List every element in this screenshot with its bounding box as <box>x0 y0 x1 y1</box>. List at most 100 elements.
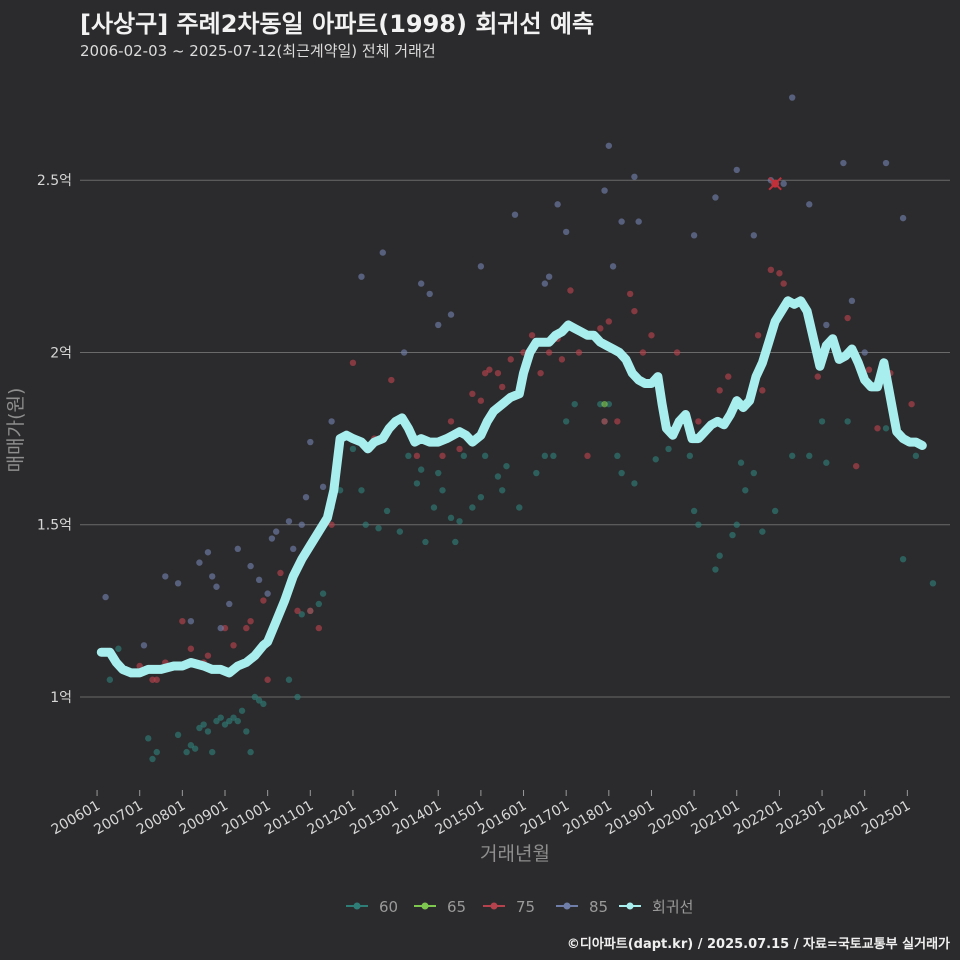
legend-marker <box>563 902 571 910</box>
data-point-60 <box>362 521 369 528</box>
data-point-85 <box>848 297 856 305</box>
data-point-75 <box>481 369 489 377</box>
data-point-75 <box>204 652 212 659</box>
data-point-85 <box>417 280 425 287</box>
data-point-85 <box>750 232 758 239</box>
data-point-60 <box>481 452 489 460</box>
data-point-75 <box>413 452 421 460</box>
data-point-60 <box>298 611 305 618</box>
data-point-60 <box>217 714 224 721</box>
y-tick-label: 2.5억 <box>37 173 72 189</box>
data-point-75 <box>264 676 271 683</box>
legend-label: 65 <box>447 898 466 916</box>
data-point-60 <box>174 731 182 739</box>
data-point-85 <box>601 187 608 194</box>
legend-label: 75 <box>516 898 535 916</box>
data-point-75 <box>439 452 446 460</box>
data-point-85 <box>861 349 868 356</box>
data-point-75 <box>814 373 821 380</box>
data-point-85 <box>209 573 216 580</box>
data-point-60 <box>396 528 404 535</box>
data-point-85 <box>690 232 698 239</box>
data-point-75 <box>477 397 485 404</box>
data-point-60 <box>456 518 463 525</box>
data-point-60 <box>285 676 293 683</box>
data-point-60 <box>469 504 476 511</box>
legend-label: 60 <box>379 898 398 916</box>
data-point-60 <box>499 487 506 494</box>
regression-line <box>96 296 927 678</box>
data-point-85 <box>899 214 907 222</box>
data-point-60 <box>260 700 267 708</box>
grid-lines <box>80 179 950 698</box>
data-point-60 <box>106 676 114 683</box>
data-point-85 <box>435 321 442 329</box>
data-point-85 <box>247 562 254 570</box>
data-point-60 <box>737 459 745 466</box>
data-point-85 <box>780 180 787 187</box>
data-point-85 <box>255 576 263 584</box>
data-point-60 <box>191 745 199 752</box>
data-point-75 <box>456 445 463 453</box>
data-point-60 <box>417 466 425 473</box>
data-point-60 <box>247 748 254 756</box>
data-point-85 <box>541 280 549 287</box>
legend-item-85: 85 <box>556 898 608 916</box>
data-point-60 <box>652 456 659 463</box>
data-point-60 <box>115 645 122 652</box>
y-tick-label: 2억 <box>50 345 72 361</box>
data-point-85 <box>545 273 553 280</box>
data-point-60 <box>818 418 826 425</box>
data-point-85 <box>840 159 847 167</box>
data-point-85 <box>234 545 241 553</box>
legend-marker <box>626 902 634 910</box>
data-point-60 <box>712 566 719 573</box>
data-point-75 <box>315 624 323 632</box>
data-point-85 <box>196 559 203 566</box>
data-point-85 <box>268 535 276 542</box>
data-point-85 <box>426 290 433 298</box>
legend-marker <box>353 902 361 910</box>
data-point-85 <box>635 218 642 225</box>
data-point-60 <box>562 418 570 425</box>
data-point-85 <box>302 493 310 501</box>
regression-line-group <box>96 296 927 678</box>
highlight-cross <box>768 176 782 191</box>
data-point-60 <box>196 724 203 732</box>
data-point-75 <box>759 387 766 394</box>
data-point-75 <box>754 332 762 339</box>
data-point-60 <box>844 418 851 425</box>
data-point-75 <box>486 366 493 373</box>
data-point-60 <box>255 697 263 704</box>
data-point-75 <box>626 290 634 298</box>
legend-label: 회귀선 <box>652 898 693 916</box>
data-point-75 <box>243 624 250 632</box>
data-point-60 <box>899 555 907 563</box>
data-point-60 <box>742 487 749 494</box>
data-point-85 <box>217 624 224 632</box>
data-point-60 <box>929 580 937 587</box>
data-point-60 <box>439 487 446 494</box>
data-point-85 <box>140 642 148 649</box>
data-point-75 <box>716 387 723 394</box>
data-point-85 <box>823 321 830 329</box>
data-point-85 <box>733 166 740 174</box>
legend-item-65: 65 <box>414 898 466 916</box>
legend-item-60: 60 <box>346 898 398 916</box>
data-point-75 <box>631 307 638 315</box>
data-point-75 <box>908 400 915 408</box>
data-point-75 <box>776 270 783 277</box>
data-point-60 <box>213 717 220 725</box>
data-point-60 <box>665 445 672 453</box>
data-point-85 <box>554 201 561 208</box>
data-point-60 <box>771 507 779 515</box>
data-point-60 <box>435 469 442 477</box>
data-point-75 <box>605 318 613 325</box>
scatter-points <box>102 94 937 763</box>
data-point-60 <box>503 462 510 470</box>
data-point-60 <box>686 452 694 460</box>
data-point-85 <box>298 521 305 528</box>
data-point-75 <box>179 617 186 625</box>
data-point-60 <box>209 748 216 756</box>
